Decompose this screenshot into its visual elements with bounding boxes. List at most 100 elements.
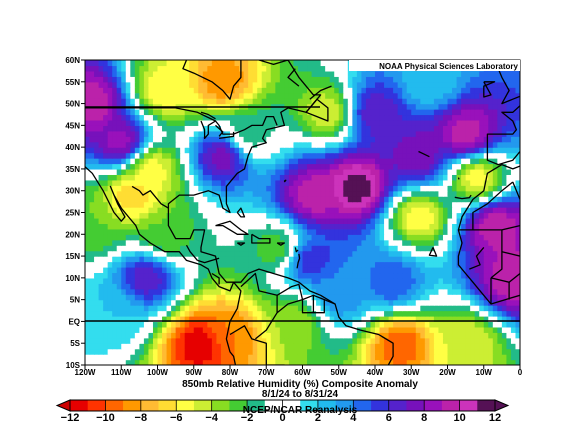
heat-cell: [356, 207, 363, 214]
heat-cell: [284, 266, 290, 274]
heat-cell: [211, 141, 218, 148]
heat-cell: [297, 234, 304, 241]
heat-cell: [515, 81, 520, 88]
heat-cell: [279, 152, 285, 159]
heat-cell: [492, 109, 498, 116]
heat-cell: [85, 343, 91, 350]
heat-cell: [442, 272, 449, 279]
heat-cell: [492, 354, 498, 361]
heat-cell: [270, 250, 276, 257]
heat-cell: [261, 141, 267, 148]
heat-cell: [479, 174, 485, 181]
heat-cell: [384, 321, 390, 328]
heat-cell: [257, 98, 263, 105]
heat-cell: [180, 288, 186, 295]
heat-cell: [488, 98, 494, 105]
heat-cell: [488, 348, 494, 355]
heat-cell: [442, 190, 449, 197]
heat-cell: [438, 98, 444, 105]
heat-cell: [157, 98, 163, 105]
heat-cell: [479, 305, 485, 312]
heat-cell: [270, 245, 276, 252]
heat-cell: [248, 163, 254, 170]
heat-cell: [361, 245, 367, 252]
heat-cell: [252, 305, 258, 312]
heat-cell: [370, 130, 376, 137]
heat-cell: [461, 207, 467, 214]
heat-cell: [211, 152, 218, 159]
heat-cell: [180, 98, 186, 105]
heat-cell: [470, 141, 476, 148]
heat-cell: [143, 228, 150, 235]
heat-cell: [143, 305, 150, 312]
heat-cell: [243, 179, 249, 186]
heat-cell: [125, 261, 131, 268]
heat-cell: [393, 174, 399, 181]
heat-cell: [479, 87, 485, 94]
heat-cell: [461, 283, 467, 290]
heat-cell: [275, 310, 281, 317]
heat-cell: [356, 168, 363, 175]
heat-cell: [479, 152, 485, 159]
heat-cell: [85, 98, 91, 105]
heat-cell: [356, 217, 363, 224]
heat-cell: [474, 168, 480, 175]
heat-cell: [130, 217, 136, 224]
heat-cell: [261, 98, 267, 105]
heat-cell: [162, 228, 168, 235]
heat-cell: [152, 179, 159, 186]
heat-cell: [420, 174, 426, 181]
heat-cell: [134, 136, 140, 143]
heat-cell: [302, 114, 308, 121]
heat-cell: [94, 168, 100, 175]
heat-cell: [320, 92, 326, 99]
heat-cell: [406, 228, 412, 235]
heat-cell: [243, 190, 249, 197]
heat-cell: [216, 158, 222, 165]
heat-cell: [415, 288, 421, 295]
heat-cell: [134, 179, 140, 186]
heat-cell: [356, 212, 363, 219]
heat-cell: [166, 343, 172, 350]
heat-cell: [320, 261, 326, 268]
heat-cell: [248, 315, 254, 323]
heat-cell: [198, 272, 204, 279]
heat-cell: [343, 228, 349, 235]
heat-cell: [370, 256, 376, 263]
heat-cell: [220, 321, 227, 328]
heat-cell: [316, 234, 322, 241]
heat-cell: [266, 190, 272, 197]
heat-cell: [356, 125, 363, 132]
heat-cell: [406, 223, 412, 230]
heat-cell: [415, 256, 421, 263]
heat-cell: [474, 136, 480, 143]
heat-cell: [492, 294, 498, 301]
heat-cell: [375, 326, 381, 333]
heat-cell: [461, 266, 467, 274]
heat-cell: [248, 245, 254, 252]
heat-cell: [85, 212, 91, 219]
heat-cell: [438, 152, 444, 159]
heat-cell: [134, 261, 140, 268]
heat-cell: [302, 315, 308, 323]
heat-cell: [406, 207, 412, 214]
heat-cell: [506, 201, 512, 208]
heat-cell: [94, 158, 100, 165]
heat-cell: [501, 81, 508, 88]
heat-cell: [157, 305, 163, 312]
heat-cell: [239, 359, 245, 365]
heat-cell: [284, 130, 290, 137]
heat-cell: [411, 305, 417, 312]
heat-cell: [284, 288, 290, 295]
heat-cell: [193, 294, 199, 301]
heat-cell: [384, 256, 390, 263]
heat-cell: [347, 348, 353, 355]
heat-cell: [379, 250, 385, 257]
heat-cell: [152, 299, 159, 306]
heat-cell: [483, 305, 489, 312]
heat-cell: [284, 299, 290, 306]
heat-cell: [180, 174, 186, 181]
heat-cell: [288, 321, 295, 328]
heat-cell: [483, 310, 489, 317]
heat-cell: [352, 152, 358, 159]
